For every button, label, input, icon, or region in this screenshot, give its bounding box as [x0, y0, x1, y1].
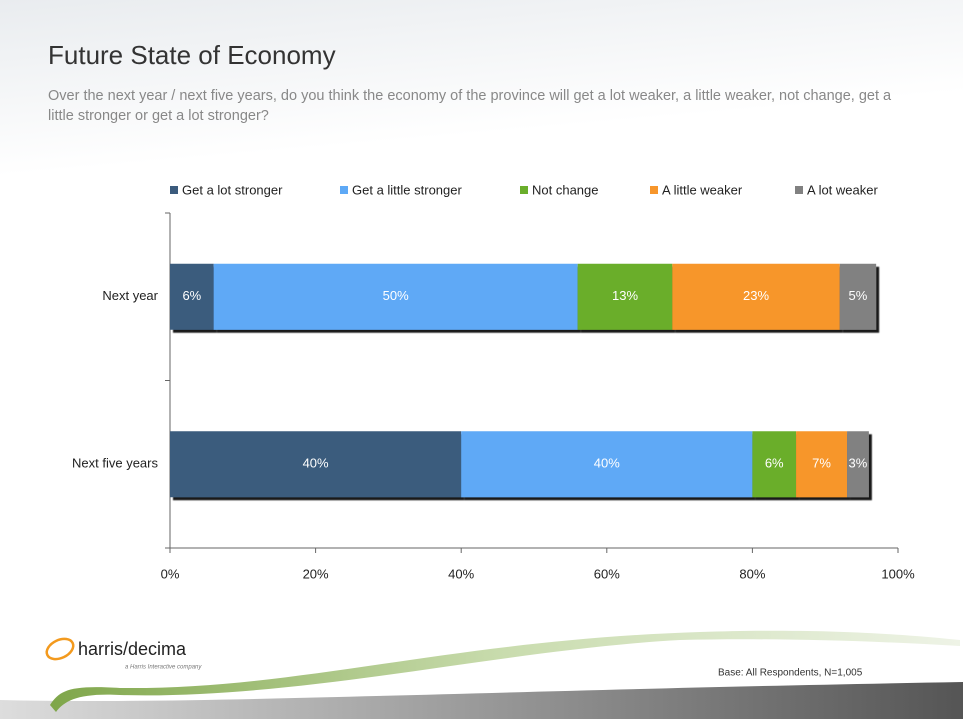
swoosh: [50, 630, 960, 712]
footnote: Base: All Respondents, N=1,005: [718, 668, 863, 679]
logo-tagline: a Harris Interactive company: [125, 665, 202, 671]
chart-subtitle: Over the next year / next five years, do…: [48, 88, 892, 124]
x-tick-label: 40%: [448, 566, 474, 581]
chart-title: Future State of Economy: [48, 40, 336, 70]
legend-swatch: [650, 186, 658, 194]
x-tick-label: 80%: [739, 566, 765, 581]
bar-segment: [170, 431, 462, 498]
legend-label: A lot weaker: [807, 182, 878, 197]
x-tick-label: 0%: [161, 566, 180, 581]
data-label: 7%: [812, 456, 831, 471]
bar-segment: [672, 263, 840, 330]
logo-mark: [45, 637, 75, 661]
footer-band: [0, 682, 963, 719]
x-tick-label: 20%: [303, 566, 329, 581]
data-label: 6%: [765, 456, 784, 471]
bar-segment: [170, 263, 214, 330]
data-label: 5%: [849, 288, 868, 303]
legend-label: Get a lot stronger: [182, 182, 283, 197]
logo-name: harris/decima: [78, 639, 187, 659]
bar-segment: [847, 431, 869, 498]
data-label: 23%: [743, 288, 769, 303]
bar-segment: [461, 431, 753, 498]
y-tick-label: Next year: [102, 288, 158, 303]
legend-swatch: [795, 186, 803, 194]
bar-stack: [170, 431, 869, 498]
legend-label: Get a little stronger: [352, 182, 462, 197]
data-label: 13%: [612, 288, 638, 303]
data-label: 40%: [303, 456, 329, 471]
x-tick-label: 100%: [881, 566, 915, 581]
bar-segment: [577, 263, 673, 330]
legend-label: Not change: [532, 182, 599, 197]
data-label: 50%: [383, 288, 409, 303]
legend-label: A little weaker: [662, 182, 743, 197]
bar-segment: [752, 431, 797, 498]
legend-swatch: [170, 186, 178, 194]
legend-swatch: [520, 186, 528, 194]
bar-stack: [170, 263, 877, 330]
x-tick-label: 60%: [594, 566, 620, 581]
bar-segment: [213, 263, 578, 330]
bar-segment: [839, 263, 877, 330]
bar-segment: [796, 431, 848, 498]
data-label: 6%: [182, 288, 201, 303]
data-label: 40%: [594, 456, 620, 471]
data-label: 3%: [849, 456, 868, 471]
legend-swatch: [340, 186, 348, 194]
y-tick-label: Next five years: [72, 456, 158, 471]
